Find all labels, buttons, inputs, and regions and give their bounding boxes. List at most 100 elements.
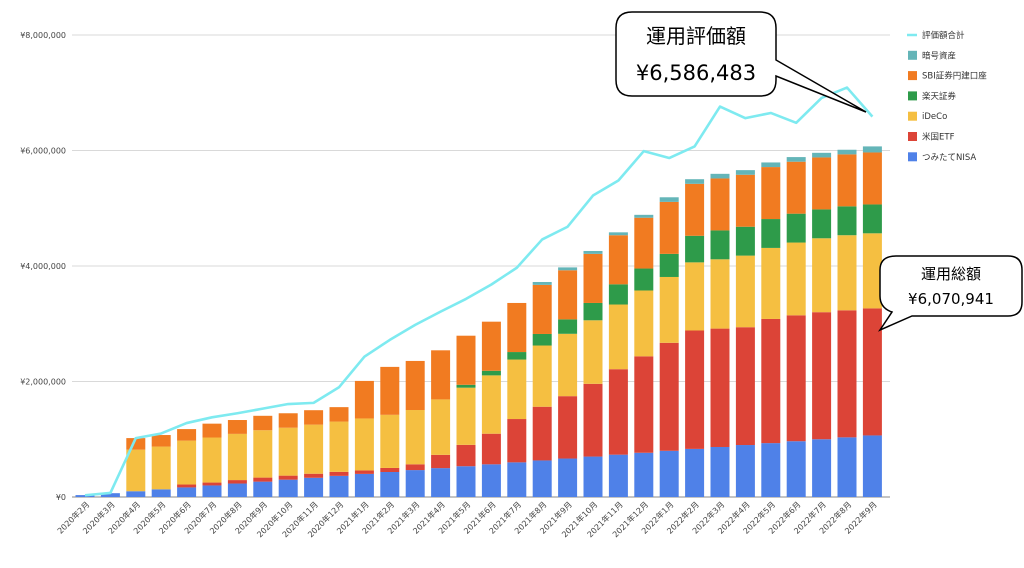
bar-segment [685,330,705,449]
bar-segment [100,493,120,497]
bar-segment [812,152,832,158]
line-series [84,86,874,497]
callout-valuation-bubble [615,11,867,113]
legend-label: iDeCo [922,112,947,122]
bar-segment [761,318,781,444]
bar-segment [812,209,832,239]
bar-segment [862,152,882,205]
bar-segment [659,276,679,343]
bar-segment [685,179,705,184]
bar-segment [253,415,273,431]
callout-valuation-value: ¥6,586,483 [636,61,756,85]
legend-swatch [908,71,917,81]
bar-segment [151,489,171,497]
bar-segment [278,479,298,497]
y-tick-label: ¥6,000,000 [20,147,66,156]
bar-segment [710,178,730,231]
bar-segment [862,308,882,436]
bar-segment [329,407,349,422]
bar-segment [837,149,857,155]
bar-segment [659,201,679,254]
bar-segment [608,235,628,285]
bar-segment [710,230,730,260]
bar-segment [558,396,578,459]
legend-label: SBI証券円建口座 [922,71,987,82]
bar-segment [405,360,425,411]
callout-total-value: ¥6,070,941 [908,290,994,308]
bar-segment [481,433,501,465]
bar-segment [456,387,476,445]
callout-total-title: 運用総額 [921,265,981,283]
bar-segment [685,448,705,497]
bar-segment [761,167,781,220]
bar-segment [608,304,628,370]
y-tick-label: ¥4,000,000 [20,262,66,271]
bar-segment [227,433,247,481]
bar-segment [405,470,425,497]
bar-segment [456,384,476,388]
y-tick-label: ¥8,000,000 [20,31,66,40]
bar-segment [278,427,298,476]
bar-segment [837,437,857,497]
bar-segment [786,242,806,316]
bar-segment [786,441,806,497]
legend-swatch [908,132,917,141]
bar-segment [507,352,527,360]
bar-segment [532,333,552,346]
bar-segment [456,335,476,385]
callout-valuation: 運用評価額 ¥6,586,483 [615,11,867,113]
x-axis-ticks: 2020年2月2020年3月2020年4月2020年5月2020年6月2020年… [55,499,879,539]
bar-segment [634,217,654,269]
bar-segment [685,262,705,331]
bar-segment [558,458,578,497]
bar-segment [227,420,247,434]
bar-segment [837,206,857,236]
bar-segment [583,250,603,254]
bar-segment [75,495,95,497]
bar-segment [304,473,324,478]
bar-segment [735,170,755,175]
bar-segment [608,232,628,236]
bar-segment [304,410,324,425]
bar-segment [481,464,501,497]
bar-segment [532,284,552,334]
bar-segment [608,369,628,455]
bar-segment [177,429,197,441]
legend-label: 評価額合計 [922,30,965,41]
bar-segment [177,484,197,488]
bar-segment [812,157,832,210]
bar-segment [761,162,781,168]
bar-segment [812,238,832,313]
bar-segment [862,204,882,234]
bar-segment [862,435,882,497]
bar-segment [329,471,349,476]
bar-segment [329,475,349,497]
total-value-line [84,86,874,497]
bar-segment [761,443,781,497]
bar-segment [354,380,374,419]
bar-segment [202,485,222,497]
bar-segment [862,233,882,309]
bar-segment [862,146,882,153]
y-tick-label: ¥0 [56,493,66,502]
bar-segment [786,315,806,442]
callout-total: 運用総額 ¥6,070,941 [877,255,1023,332]
bar-series [75,146,882,497]
bar-segment [786,213,806,243]
bar-segment [634,268,654,291]
bar-segment [634,356,654,453]
bar-segment [151,435,171,447]
bar-segment [431,350,451,400]
bar-segment [431,468,451,497]
bar-segment [558,319,578,334]
bar-segment [278,413,298,428]
bar-segment [380,366,400,415]
bar-segment [634,290,654,357]
legend-label: 楽天証券 [922,91,957,102]
bar-segment [812,312,832,440]
legend-label: 暗号資産 [922,50,956,61]
bar-segment [837,235,857,311]
bar-segment [202,437,222,483]
bar-segment [177,487,197,497]
